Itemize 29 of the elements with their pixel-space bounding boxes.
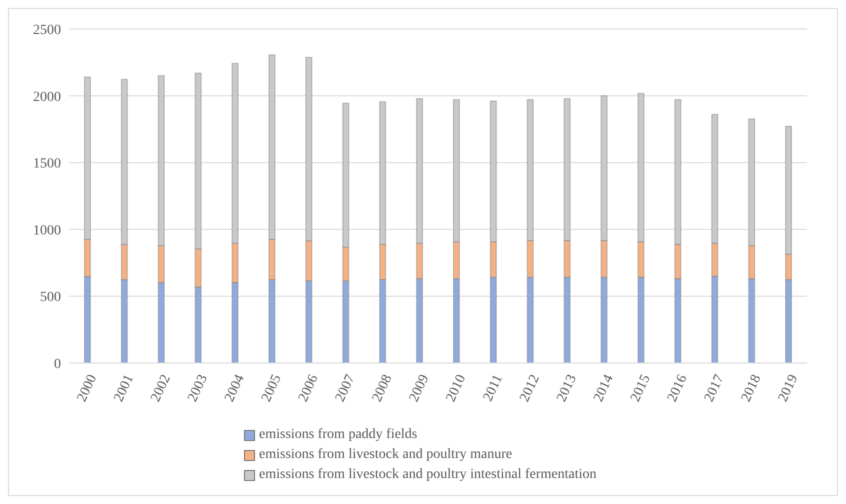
y-tick-label: 1500 bbox=[33, 156, 61, 172]
x-tick-label: 2014 bbox=[591, 372, 617, 404]
x-tick-label: 2003 bbox=[185, 372, 211, 404]
y-tick-label: 2000 bbox=[33, 90, 61, 105]
x-tick-label: 2013 bbox=[554, 372, 580, 404]
x-tick-label: 2006 bbox=[296, 372, 322, 404]
x-tick-label: 2008 bbox=[370, 372, 396, 404]
y-tick-label: 500 bbox=[40, 290, 61, 306]
x-tick-label: 2005 bbox=[259, 372, 285, 404]
x-tick-label: 2010 bbox=[444, 372, 470, 404]
y-tick-label: 1000 bbox=[33, 223, 61, 238]
x-tick-label: 2018 bbox=[738, 372, 764, 404]
x-tick-label: 2009 bbox=[406, 372, 432, 404]
x-tick-label: 2000 bbox=[74, 372, 100, 404]
x-tick-label: 2015 bbox=[628, 372, 654, 404]
x-tick-label: 2016 bbox=[665, 372, 690, 404]
x-tick-label: 2007 bbox=[332, 372, 358, 404]
x-tick-label: 2002 bbox=[148, 372, 174, 404]
x-tick-label: 2017 bbox=[702, 372, 728, 404]
x-tick-label: 2019 bbox=[776, 372, 802, 404]
legend-label: emissions from paddy fields bbox=[259, 427, 418, 443]
y-tick-label: 2500 bbox=[33, 22, 61, 38]
legend-label: emissions from livestock and poultry intestinal fermentation bbox=[259, 467, 596, 483]
x-tick-label: 2012 bbox=[517, 372, 543, 404]
x-tick-label: 2004 bbox=[222, 372, 248, 404]
y-tick-label: 0 bbox=[54, 356, 61, 372]
x-tick-label: 2011 bbox=[480, 372, 506, 404]
legend-label: emissions from livestock and poultry manure bbox=[259, 447, 512, 463]
x-tick-label: 2001 bbox=[112, 372, 137, 404]
